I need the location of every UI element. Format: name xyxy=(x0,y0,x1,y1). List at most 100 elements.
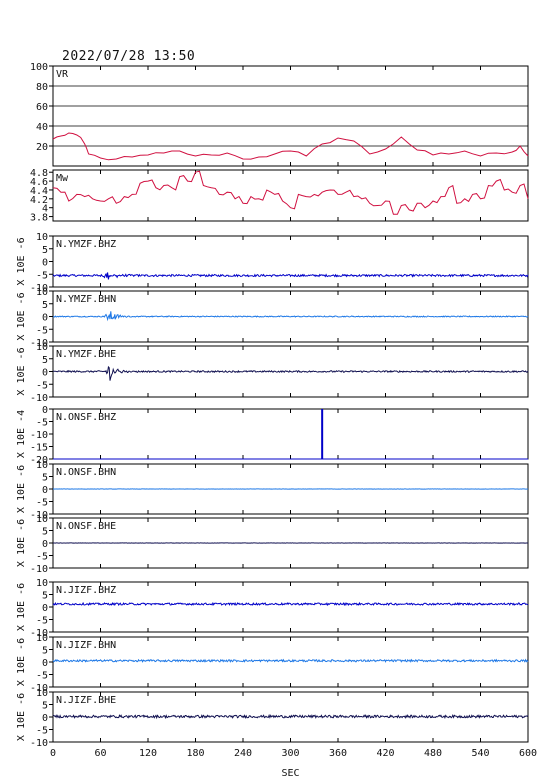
ytick-label: 10 xyxy=(36,342,48,353)
ytick-label: 10 xyxy=(36,578,48,589)
ytick-label: 5 xyxy=(42,300,48,311)
ytick-label: -10 xyxy=(30,738,48,749)
xtick-label: 120 xyxy=(139,748,157,759)
timestamp: 2022/07/28 13:50 xyxy=(62,49,196,64)
xtick-label: 240 xyxy=(234,748,252,759)
panel-label-mw: Mw xyxy=(56,173,69,184)
ylabel-ymz-bhz: X 10E -6 xyxy=(16,237,27,285)
ytick-label: 0 xyxy=(42,713,48,724)
ytick-label: -5 xyxy=(36,270,48,281)
xtick-label: 300 xyxy=(281,748,299,759)
ytick-label: 4.8 xyxy=(30,168,48,179)
ytick-label: 10 xyxy=(36,232,48,243)
panel-label-jiz-bhe: N.JIZF.BHE xyxy=(56,695,116,706)
xtick-label: 480 xyxy=(424,748,442,759)
ytick-label: 4.6 xyxy=(30,177,48,188)
ylabel-ymz-bhn: X 10E -6 xyxy=(16,292,27,340)
ytick-label: 4.4 xyxy=(30,186,48,197)
ylabel-jiz-bhz: X 10E -6 xyxy=(16,583,27,631)
ytick-label: -10 xyxy=(30,564,48,575)
ytick-label: -15 xyxy=(30,443,48,454)
xtick-label: 420 xyxy=(376,748,394,759)
ytick-label: -5 xyxy=(36,616,48,627)
series-line-ymz-bhz xyxy=(52,272,529,280)
ytick-label: 5 xyxy=(42,245,48,256)
ytick-label: -10 xyxy=(30,393,48,404)
ytick-label: 0 xyxy=(42,258,48,269)
ytick-label: -10 xyxy=(30,628,48,639)
ytick-label: 5 xyxy=(42,473,48,484)
ylabel-ons-bhz: X 10E -4 xyxy=(16,410,27,458)
ytick-label: 0 xyxy=(42,405,48,416)
ytick-label: 10 xyxy=(36,287,48,298)
ytick-label: 60 xyxy=(36,102,48,113)
ytick-label: 4.2 xyxy=(30,195,48,206)
ytick-label: -10 xyxy=(30,683,48,694)
ytick-label: 0 xyxy=(42,313,48,324)
ytick-label: 0 xyxy=(42,539,48,550)
series-line-jiz-bhn xyxy=(52,658,529,663)
panel-label-vr: VR xyxy=(56,69,69,80)
ytick-label: 4 xyxy=(42,204,48,215)
ytick-label: 10 xyxy=(36,514,48,525)
xtick-label: 60 xyxy=(94,748,106,759)
ytick-label: 5 xyxy=(42,701,48,712)
panel-frame-mw xyxy=(52,169,529,222)
ytick-label: -10 xyxy=(30,430,48,441)
panel-frame-ons-bhz xyxy=(52,408,529,460)
panel-frame-jiz-bhz xyxy=(52,581,529,633)
x-axis-label: SEC xyxy=(281,768,299,779)
series-line-jiz-bhe xyxy=(52,713,529,720)
series-line-ymz-bhe xyxy=(52,365,529,381)
ytick-label: -5 xyxy=(36,498,48,509)
ytick-label: 5 xyxy=(42,355,48,366)
ytick-label: -10 xyxy=(30,510,48,521)
ytick-label: 10 xyxy=(36,633,48,644)
ytick-label: 0 xyxy=(42,658,48,669)
panel-label-ymz-bhz: N.YMZF.BHZ xyxy=(56,239,116,250)
ytick-label: 5 xyxy=(42,527,48,538)
panel-frame-ymz-bhz xyxy=(52,235,529,288)
panel-label-ymz-bhe: N.YMZF.BHE xyxy=(56,349,116,360)
ytick-label: 40 xyxy=(36,122,48,133)
ytick-label: 80 xyxy=(36,82,48,93)
ytick-label: 10 xyxy=(36,688,48,699)
ytick-label: -5 xyxy=(36,552,48,563)
ytick-label: -10 xyxy=(30,283,48,294)
xtick-label: 360 xyxy=(329,748,347,759)
xtick-label: 0 xyxy=(50,748,56,759)
ylabel-jiz-bhn: X 10E -6 xyxy=(16,638,27,686)
ytick-label: 20 xyxy=(36,142,48,153)
ylabel-ymz-bhe: X 10E -6 xyxy=(16,347,27,395)
panel-label-jiz-bhn: N.JIZF.BHN xyxy=(56,640,116,651)
ylabel-ons-bhe: X 10E -6 xyxy=(16,519,27,567)
ytick-label: 0 xyxy=(42,603,48,614)
ytick-label: -5 xyxy=(36,380,48,391)
xtick-label: 540 xyxy=(471,748,489,759)
ytick-label: -5 xyxy=(36,418,48,429)
panel-label-ons-bhe: N.ONSF.BHE xyxy=(56,521,116,532)
series-line-mw xyxy=(52,170,529,215)
ytick-label: 100 xyxy=(30,62,48,73)
ylabel-jiz-bhe: X 10E -6 xyxy=(16,693,27,741)
xtick-label: 600 xyxy=(519,748,537,759)
ytick-label: 5 xyxy=(42,646,48,657)
ytick-label: 3.8 xyxy=(30,213,48,224)
panel-label-ons-bhz: N.ONSF.BHZ xyxy=(56,412,116,423)
xtick-label: 180 xyxy=(186,748,204,759)
ytick-label: -5 xyxy=(36,671,48,682)
panel-label-jiz-bhz: N.JIZF.BHZ xyxy=(56,585,116,596)
panel-label-ons-bhn: N.ONSF.BHN xyxy=(56,467,116,478)
ylabel-ons-bhn: X 10E -6 xyxy=(16,465,27,513)
series-line-ymz-bhn xyxy=(52,311,529,322)
ytick-label: 10 xyxy=(36,460,48,471)
ytick-label: -5 xyxy=(36,325,48,336)
panel-label-ymz-bhn: N.YMZF.BHN xyxy=(56,294,116,305)
ytick-label: 0 xyxy=(42,368,48,379)
ytick-label: -20 xyxy=(30,455,48,466)
ytick-label: -10 xyxy=(30,338,48,349)
ytick-label: 5 xyxy=(42,591,48,602)
series-line-jiz-bhz xyxy=(52,601,529,607)
ytick-label: 0 xyxy=(42,485,48,496)
